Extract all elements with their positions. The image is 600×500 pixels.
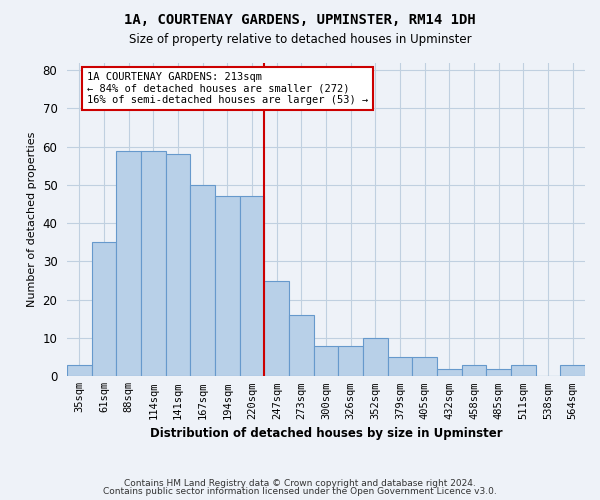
Bar	[190, 185, 215, 376]
Bar	[462, 365, 487, 376]
Bar	[67, 365, 92, 376]
Bar	[412, 357, 437, 376]
Bar	[487, 368, 511, 376]
Text: Contains public sector information licensed under the Open Government Licence v3: Contains public sector information licen…	[103, 487, 497, 496]
Bar	[560, 365, 585, 376]
Bar	[437, 368, 462, 376]
Text: 1A, COURTENAY GARDENS, UPMINSTER, RM14 1DH: 1A, COURTENAY GARDENS, UPMINSTER, RM14 1…	[124, 12, 476, 26]
X-axis label: Distribution of detached houses by size in Upminster: Distribution of detached houses by size …	[150, 427, 502, 440]
Bar	[511, 365, 536, 376]
Bar	[116, 150, 141, 376]
Text: Size of property relative to detached houses in Upminster: Size of property relative to detached ho…	[128, 32, 472, 46]
Y-axis label: Number of detached properties: Number of detached properties	[27, 132, 37, 307]
Text: Contains HM Land Registry data © Crown copyright and database right 2024.: Contains HM Land Registry data © Crown c…	[124, 478, 476, 488]
Bar	[338, 346, 363, 376]
Bar	[166, 154, 190, 376]
Bar	[314, 346, 338, 376]
Bar	[388, 357, 412, 376]
Bar	[240, 196, 265, 376]
Bar	[141, 150, 166, 376]
Bar	[92, 242, 116, 376]
Bar	[215, 196, 240, 376]
Bar	[265, 280, 289, 376]
Bar	[289, 315, 314, 376]
Bar	[363, 338, 388, 376]
Text: 1A COURTENAY GARDENS: 213sqm
← 84% of detached houses are smaller (272)
16% of s: 1A COURTENAY GARDENS: 213sqm ← 84% of de…	[87, 72, 368, 106]
